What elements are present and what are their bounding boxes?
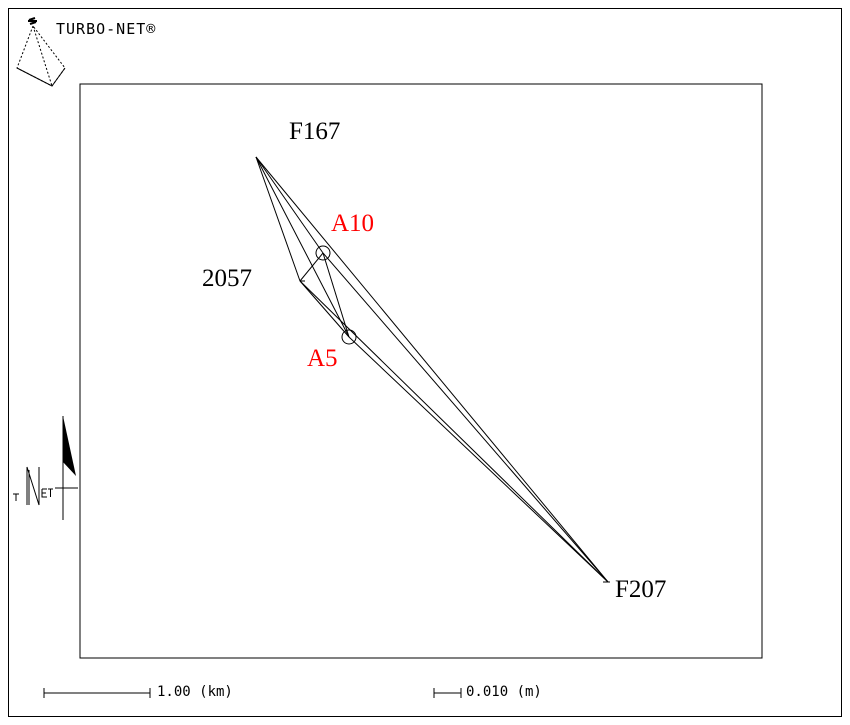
north-arrow-icon xyxy=(13,416,78,520)
obs-line xyxy=(322,252,609,583)
brand-title: TURBO-NET® xyxy=(56,20,157,38)
obs-line xyxy=(299,280,609,583)
obs-line xyxy=(322,252,350,338)
obs-line xyxy=(255,156,324,254)
distance-scale-bar xyxy=(43,688,151,698)
map-frame xyxy=(79,83,763,659)
error-scale-bar xyxy=(433,688,462,698)
obs-line xyxy=(255,156,350,338)
error-ellipse-a5 xyxy=(341,329,357,345)
obs-line xyxy=(348,336,609,583)
station-label-a10: A10 xyxy=(331,210,374,237)
distance-scale-label: 1.00 (km) xyxy=(157,684,233,700)
obs-line xyxy=(299,252,324,282)
turbo-net-logo-icon xyxy=(16,17,66,87)
outer-frame xyxy=(8,8,842,717)
station-label-f167: F167 xyxy=(289,118,340,145)
station-label-a5: A5 xyxy=(307,345,338,372)
obs-line xyxy=(255,156,301,282)
error-ellipse-a10 xyxy=(315,245,331,261)
obs-line xyxy=(299,280,350,338)
error-scale-label: 0.010 (m) xyxy=(466,684,542,700)
observation-lines xyxy=(255,156,609,583)
obs-line xyxy=(255,156,609,583)
station-label-f207: F207 xyxy=(615,576,666,603)
station-label-2057: 2057 xyxy=(202,265,252,292)
